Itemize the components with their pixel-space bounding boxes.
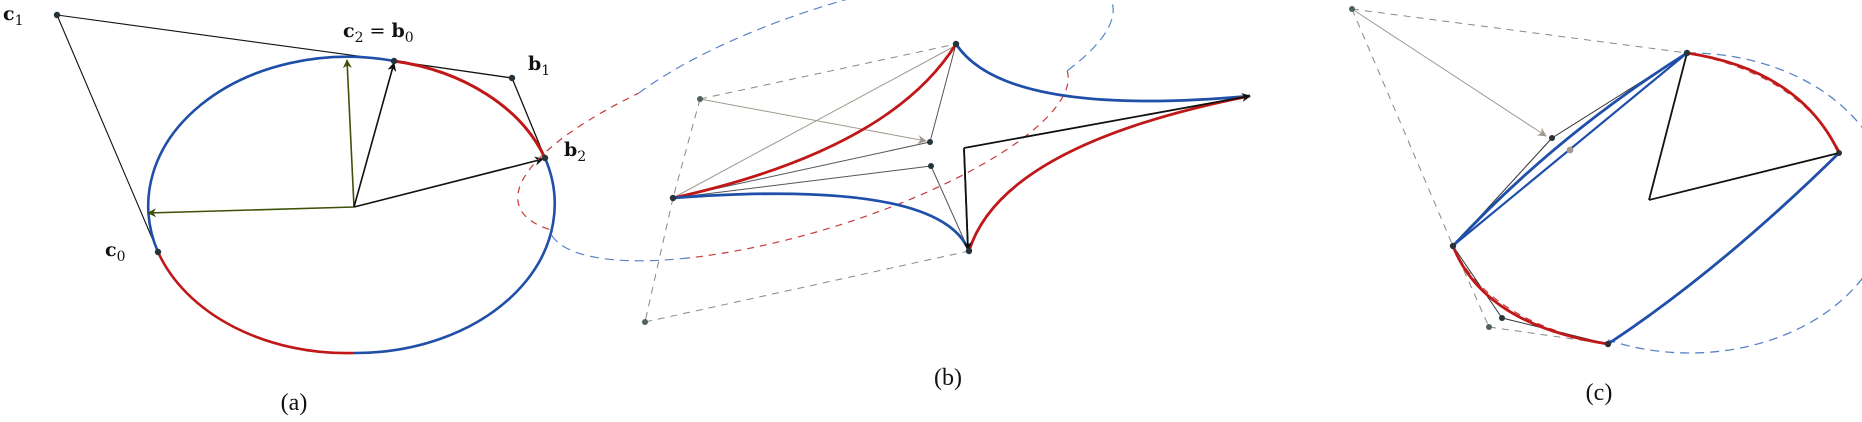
vector-b-right	[963, 93, 1251, 149]
axis-vector-up	[342, 59, 355, 208]
point-c-top	[1683, 49, 1691, 57]
caption-b: (b)	[934, 365, 962, 391]
point-c-bottom	[1604, 340, 1612, 348]
point-b-bottom	[965, 247, 973, 255]
dashed-control-line-3	[644, 197, 674, 323]
dashed-control-c-1	[1351, 8, 1688, 54]
vector-to-b2	[353, 156, 544, 208]
point-c-ctrl1	[1349, 6, 1355, 12]
label-c1: c1	[3, 3, 24, 29]
dashed-control-line-2	[672, 98, 701, 199]
point-b-mid1	[927, 139, 933, 145]
point-c-mid2	[1499, 315, 1505, 321]
dark-line-c-3	[1452, 245, 1503, 319]
point-b0	[390, 57, 398, 65]
curve-red-right	[967, 94, 1251, 252]
ellipse-arc-blue-right	[353, 157, 556, 355]
caption-a: (a)	[281, 390, 308, 416]
dark-line-2	[930, 165, 970, 252]
ellipse-arc-red-b0-b2	[393, 59, 547, 159]
point-b-left	[669, 194, 677, 202]
label-b2: b2	[564, 139, 586, 165]
curve-blue-bottom	[672, 192, 971, 252]
vector-c-up	[1648, 52, 1688, 201]
point-b-ctrl2	[642, 319, 648, 325]
dashed-control-c-2	[1351, 8, 1454, 247]
dashed-ellipse-blue-lower	[548, 229, 689, 262]
point-c-gray-mid	[1566, 146, 1574, 154]
dashed-control-line-1	[699, 43, 957, 100]
point-c-right	[1836, 150, 1842, 156]
curve-blue-top	[954, 43, 1251, 103]
curve-blue-c-right	[1607, 152, 1840, 346]
point-c0	[154, 248, 162, 256]
point-c-ctrl2	[1486, 324, 1492, 330]
vector-c-right	[1648, 152, 1840, 201]
control-line-c0-c1	[56, 14, 159, 253]
panel-b: (b)	[517, 0, 1251, 391]
axis-vector-left	[147, 206, 355, 218]
curve-blue-c-diagonal	[1451, 51, 1688, 247]
point-b1	[508, 74, 516, 82]
label-b1: b1	[528, 53, 550, 79]
dashed-control-line-4	[644, 250, 970, 323]
point-b-mid2	[928, 163, 934, 169]
point-c-mid1	[1549, 135, 1555, 141]
dashed-curve-red-top	[1686, 52, 1840, 151]
dashed-ellipse-red-upper	[517, 92, 639, 230]
dashed-ellipse-blue-c	[1607, 52, 1862, 354]
ellipse-arc-blue-upper	[146, 55, 395, 253]
dark-line-1	[672, 165, 932, 199]
label-c0: c0	[105, 239, 126, 265]
dashed-ellipse-red-lower	[688, 70, 1069, 259]
vector-b-down	[963, 149, 973, 251]
caption-c: (c)	[1586, 380, 1613, 406]
panel-c: (c)	[1349, 6, 1862, 406]
vector-to-b0	[353, 62, 397, 208]
point-c-left	[1449, 242, 1457, 250]
point-b-ctrl1	[697, 96, 703, 102]
gray-line-c-1	[1351, 8, 1547, 137]
curve-red-c-bottom	[1451, 245, 1609, 346]
dark-line-4	[929, 43, 957, 143]
curve-red-c-top	[1686, 51, 1841, 154]
point-c1	[53, 11, 61, 19]
dashed-curve-red-bottom	[1452, 245, 1609, 345]
dashed-ellipse-blue-upper	[638, 0, 1114, 94]
gray-line-1	[672, 46, 954, 199]
control-line-c1-c2	[56, 14, 395, 62]
panel-a: c1 c2 = b0 b1 b2 c0 (a)	[3, 3, 586, 416]
ellipse-arc-red-lower	[156, 251, 355, 355]
curve-red-left	[672, 43, 958, 200]
point-b2	[541, 154, 549, 162]
gray-line-2	[699, 98, 927, 144]
label-c2-eq-b0: c2 = b0	[343, 20, 414, 46]
point-b-top	[952, 40, 960, 48]
